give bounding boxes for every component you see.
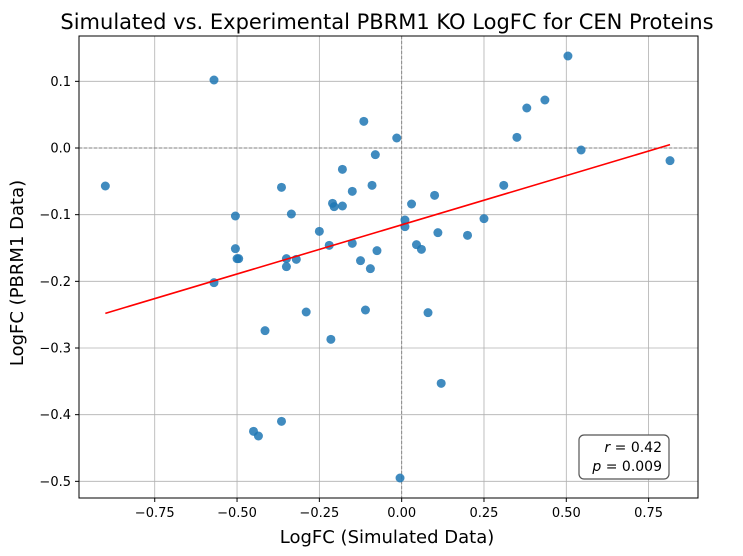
data-point — [430, 190, 440, 200]
data-point — [276, 182, 286, 192]
data-point — [463, 230, 473, 240]
data-point — [337, 164, 347, 174]
stats-r-text: = 0.42 — [610, 440, 662, 456]
x-tick-label: 0.00 — [387, 506, 416, 521]
stats-p-symbol: p — [591, 459, 601, 475]
x-axis-title: LogFC (Simulated Data) — [280, 527, 495, 548]
data-point — [540, 95, 550, 105]
stats-box-frame — [578, 434, 670, 480]
x-tick-label: −0.25 — [299, 506, 339, 521]
stats-r-symbol: r — [604, 440, 611, 456]
data-point — [423, 308, 433, 318]
data-point — [522, 103, 532, 113]
data-point — [301, 307, 311, 317]
data-point — [512, 132, 522, 142]
y-tick-label: −0.3 — [39, 342, 71, 357]
data-point — [286, 209, 296, 219]
y-tick-label: −0.2 — [39, 275, 71, 290]
data-point — [395, 473, 405, 483]
x-tick-label: −0.75 — [135, 506, 175, 521]
y-tick-label: −0.5 — [39, 475, 71, 490]
data-point — [365, 264, 375, 274]
chart-title: Simulated vs. Experimental PBRM1 KO LogF… — [60, 10, 713, 34]
data-point — [230, 244, 240, 254]
y-tick-label: −0.1 — [39, 208, 71, 223]
data-point — [367, 180, 377, 190]
data-point — [100, 181, 110, 191]
data-point — [436, 378, 446, 388]
data-point — [392, 133, 402, 143]
data-point — [433, 228, 443, 238]
data-point — [479, 214, 489, 224]
data-point — [281, 262, 291, 272]
data-point — [665, 156, 675, 166]
data-point — [372, 246, 382, 256]
data-point — [359, 116, 369, 126]
stats-p-text: = 0.009 — [601, 459, 662, 475]
data-points — [100, 51, 675, 483]
x-tick-label: 0.75 — [634, 506, 663, 521]
data-point — [209, 75, 219, 85]
y-tick-label: 0.1 — [50, 75, 71, 90]
x-tick-label: −0.50 — [217, 506, 257, 521]
data-point — [499, 180, 509, 190]
data-point — [260, 326, 270, 336]
data-point — [400, 215, 410, 225]
data-point — [563, 51, 573, 61]
data-point — [276, 416, 286, 426]
y-tick-label: −0.4 — [39, 408, 71, 423]
y-axis-ticks: −0.5 −0.4 −0.3 −0.2 −0.1 0.0 0.1 — [39, 75, 79, 490]
stats-box: r = 0.42 p = 0.009 — [578, 434, 670, 480]
data-point — [230, 211, 240, 221]
data-point — [314, 226, 324, 236]
stats-p-value: p = 0.009 — [591, 459, 662, 475]
y-axis-title: LogFC (PBRM1 Data) — [7, 180, 28, 366]
x-axis-ticks: −0.75 −0.50 −0.25 0.00 0.25 0.50 0.75 — [135, 498, 663, 521]
data-point — [326, 334, 336, 344]
data-point — [347, 186, 357, 196]
data-point — [576, 145, 586, 155]
data-point — [407, 199, 417, 209]
grid-lines — [79, 36, 698, 498]
y-tick-label: 0.0 — [50, 142, 71, 157]
data-point — [337, 201, 347, 211]
data-point — [234, 254, 244, 264]
data-point — [329, 202, 339, 212]
data-point — [360, 305, 370, 315]
regression-line-group — [105, 143, 671, 315]
reference-lines — [79, 36, 698, 498]
data-point — [416, 244, 426, 254]
data-point — [253, 431, 263, 441]
data-point — [347, 238, 357, 248]
x-tick-label: 0.25 — [470, 506, 499, 521]
x-tick-label: 0.50 — [552, 506, 581, 521]
data-point — [370, 150, 380, 160]
regression-line — [105, 143, 671, 315]
plot-frame — [78, 35, 699, 499]
stats-r-value: r = 0.42 — [604, 440, 662, 456]
data-point — [356, 256, 366, 266]
